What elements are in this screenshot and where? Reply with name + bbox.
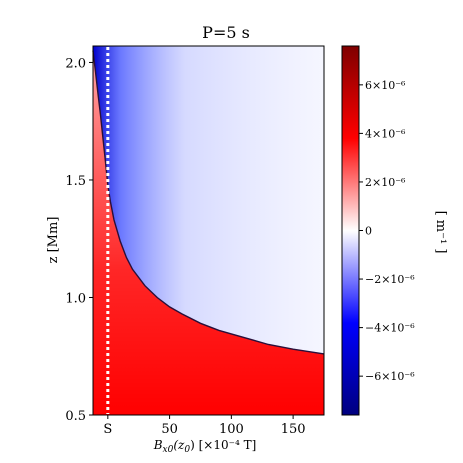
y-tick-label: 0.5 xyxy=(65,409,86,424)
negative-region xyxy=(93,46,324,354)
y-tick-label: 1.5 xyxy=(65,174,86,189)
x-axis-label: Bx0(z0) [×10⁻⁴ T] xyxy=(153,438,257,455)
colorbar-ticks: 6×10⁻⁶ 4×10⁻⁶ 2×10⁻⁶ 0 −2×10⁻⁶ −4×10⁻⁶ −6×10⁻⁶ xyxy=(359,79,415,383)
colorbar-tick-label: 0 xyxy=(365,225,372,238)
positive-region xyxy=(93,50,324,415)
chart-title: P=5 s xyxy=(202,23,250,42)
colorbar-tick-label: 6×10⁻⁶ xyxy=(365,79,406,92)
y-axis-label: z [Mm] xyxy=(46,217,61,264)
zero-contour-line xyxy=(92,50,325,355)
colorbar-tick-label: −2×10⁻⁶ xyxy=(365,273,415,286)
colorbar-label: [ m⁻¹ ] xyxy=(433,211,448,254)
y-tick-label: 1.0 xyxy=(65,291,86,306)
colorbar-tick-label: 2×10⁻⁶ xyxy=(365,176,406,189)
colorbar-tick-label: −6×10⁻⁶ xyxy=(365,370,415,383)
x-tick-label: 100 xyxy=(219,422,244,437)
colorbar xyxy=(341,45,360,416)
x-tick-label: 50 xyxy=(161,422,178,437)
plot-frame xyxy=(92,45,325,416)
x-tick-label: S xyxy=(103,422,112,437)
heatmap-field xyxy=(93,46,324,415)
y-tick-label: 2.0 xyxy=(65,56,86,71)
y-axis-ticks: 0.5 1.0 1.5 2.0 xyxy=(65,56,93,424)
x-axis-ticks: S 50 100 150 xyxy=(103,415,306,437)
colorbar-tick-label: −4×10⁻⁶ xyxy=(365,322,415,335)
x-tick-label: 150 xyxy=(281,422,306,437)
colorbar-tick-label: 4×10⁻⁶ xyxy=(365,127,406,140)
